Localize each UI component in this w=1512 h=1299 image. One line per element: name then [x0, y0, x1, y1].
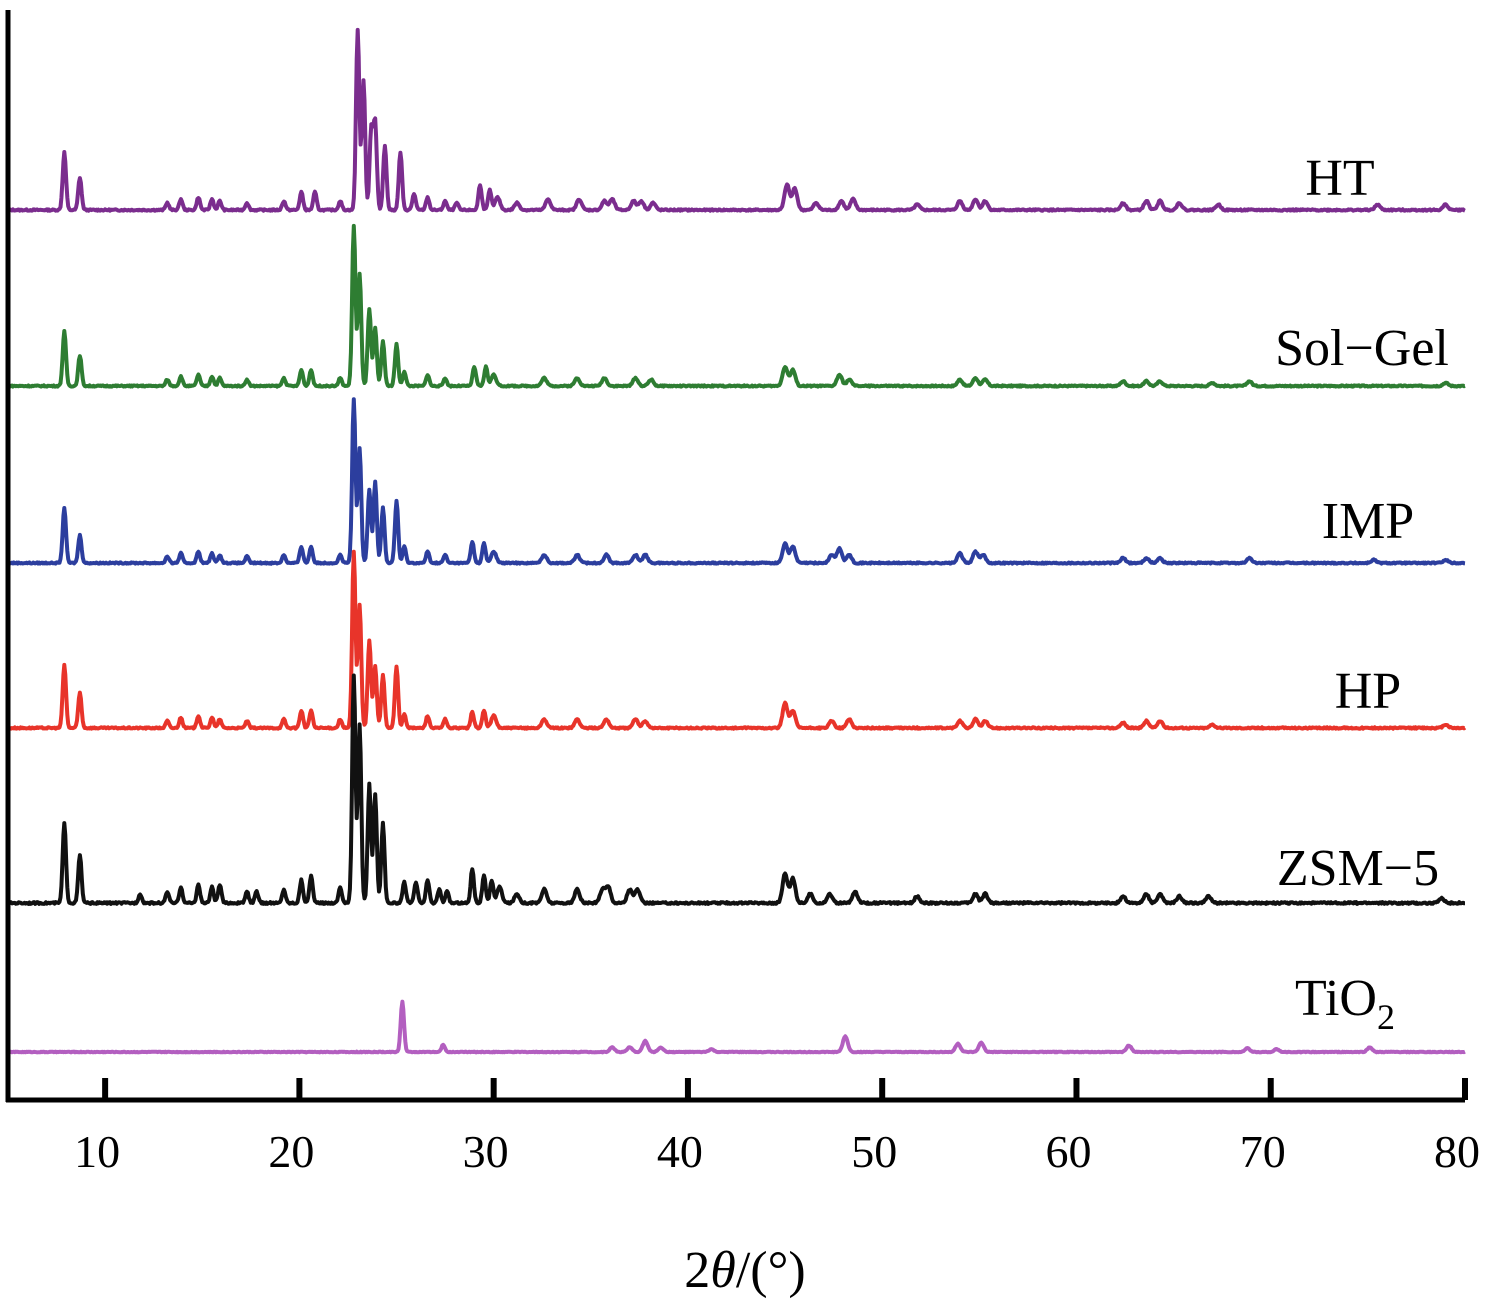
series-label-text-ht: HT: [1305, 150, 1374, 207]
series-line-sol-gel: [7, 223, 1466, 389]
series-label-text-tio2: TiO: [1295, 970, 1377, 1027]
series-line-imp: [7, 397, 1466, 566]
series-line-hp: [6, 549, 1467, 731]
x-axis-title-suffix: /(°): [736, 1242, 806, 1299]
x-tick-label-60: 60: [1045, 1126, 1091, 1177]
labels-group: HT Sol−Gel IMP HP ZSM−5 TiO2: [1275, 150, 1449, 1037]
series-label-imp: IMP: [1322, 493, 1414, 550]
series-label-sol-gel: Sol−Gel: [1275, 320, 1449, 377]
x-tick-label-20: 20: [268, 1126, 314, 1177]
x-axis-title-symbol: θ: [710, 1242, 736, 1299]
series-label-ht: HT: [1305, 150, 1374, 207]
series-label-zsm-5: ZSM−5: [1277, 840, 1439, 897]
series-line-zsm-5: [6, 673, 1466, 906]
x-tick-label-10: 10: [74, 1126, 120, 1177]
series-label-tio2: TiO2: [1295, 970, 1395, 1037]
x-tick-label-50: 50: [851, 1126, 897, 1177]
series-line-tio2: [6, 999, 1466, 1055]
series-label-subscript-tio2: 2: [1377, 997, 1395, 1037]
axes-group: 10 20 30 40 50 60 70 80: [5, 10, 1480, 1177]
x-tick-label-80: 80: [1434, 1126, 1480, 1177]
x-tick-label-30: 30: [463, 1126, 509, 1177]
x-axis-title-prefix: 2: [684, 1242, 710, 1299]
series-label-hp: HP: [1335, 663, 1401, 720]
series-label-text-imp: IMP: [1322, 493, 1414, 550]
series-line-ht: [7, 27, 1466, 213]
x-tick-label-70: 70: [1240, 1126, 1286, 1177]
series-label-text-sol-gel: Sol−Gel: [1275, 320, 1449, 377]
series-label-text-hp: HP: [1335, 663, 1401, 720]
x-axis-title: 2θ/(°): [684, 1242, 805, 1299]
series-group: [6, 27, 1467, 1055]
x-tick-label-40: 40: [657, 1126, 703, 1177]
series-label-text-zsm-5: ZSM−5: [1277, 840, 1439, 897]
